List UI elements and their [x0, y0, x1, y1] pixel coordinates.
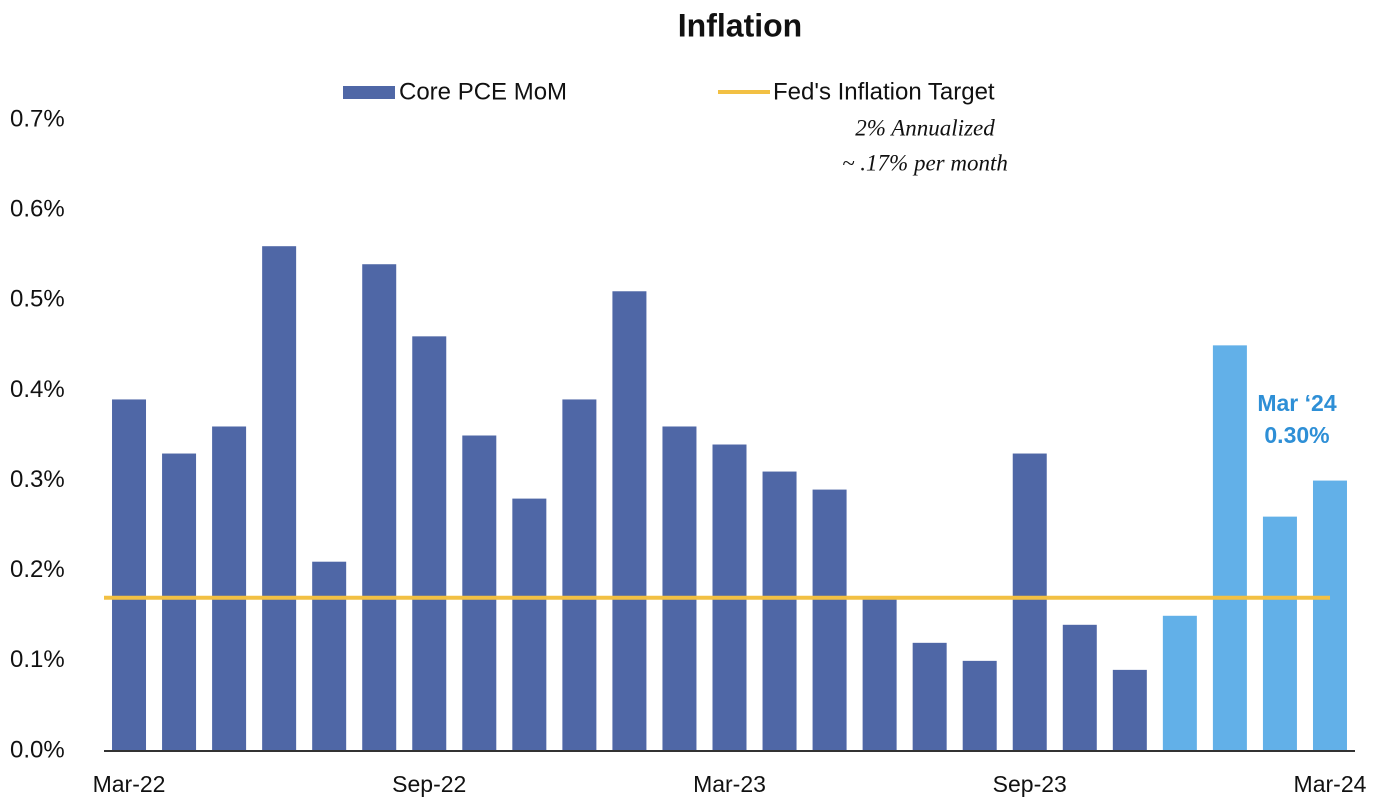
- bar: [162, 453, 197, 751]
- chart-title: Inflation: [678, 7, 802, 43]
- bar: [1012, 453, 1047, 751]
- bar: [362, 264, 397, 751]
- y-tick-label: 0.5%: [10, 286, 65, 313]
- x-tick-label: Mar-24: [1294, 771, 1367, 797]
- legend-label: Fed's Inflation Target: [773, 78, 995, 105]
- bar: [1062, 624, 1097, 751]
- y-tick-label: 0.2%: [10, 556, 65, 583]
- bar: [462, 435, 497, 751]
- legend-swatch: [343, 86, 395, 99]
- x-tick-label: Mar-22: [93, 771, 166, 797]
- annotation: Mar ‘24: [1257, 390, 1336, 416]
- bar: [612, 291, 647, 751]
- bar: [312, 561, 347, 751]
- x-tick-label: Sep-22: [392, 771, 466, 797]
- annotation: 0.30%: [1264, 422, 1329, 448]
- x-tick-label: Mar-23: [693, 771, 766, 797]
- x-tick-label: Sep-23: [993, 771, 1067, 797]
- bar: [212, 426, 247, 751]
- bar: [412, 336, 447, 751]
- bar: [1312, 480, 1347, 751]
- bar: [1162, 615, 1197, 751]
- legend-label: Core PCE MoM: [399, 78, 567, 105]
- bar: [1262, 516, 1297, 751]
- bar: [912, 642, 947, 751]
- bar: [962, 660, 997, 751]
- bar: [762, 471, 797, 751]
- target-note: 2% Annualized: [855, 115, 995, 140]
- bar: [662, 426, 697, 751]
- bar: [862, 597, 897, 751]
- bar: [1212, 345, 1247, 751]
- y-tick-label: 0.1%: [10, 646, 65, 673]
- bar: [812, 489, 847, 751]
- bar: [1112, 669, 1147, 751]
- bar: [262, 246, 297, 751]
- y-tick-label: 0.3%: [10, 466, 65, 493]
- y-tick-label: 0.4%: [10, 376, 65, 403]
- y-tick-label: 0.0%: [10, 736, 65, 763]
- bar: [112, 399, 147, 751]
- bar: [512, 498, 547, 751]
- y-tick-label: 0.7%: [10, 105, 65, 132]
- bar: [562, 399, 597, 751]
- target-note: ~ .17% per month: [842, 150, 1008, 175]
- y-tick-label: 0.6%: [10, 195, 65, 222]
